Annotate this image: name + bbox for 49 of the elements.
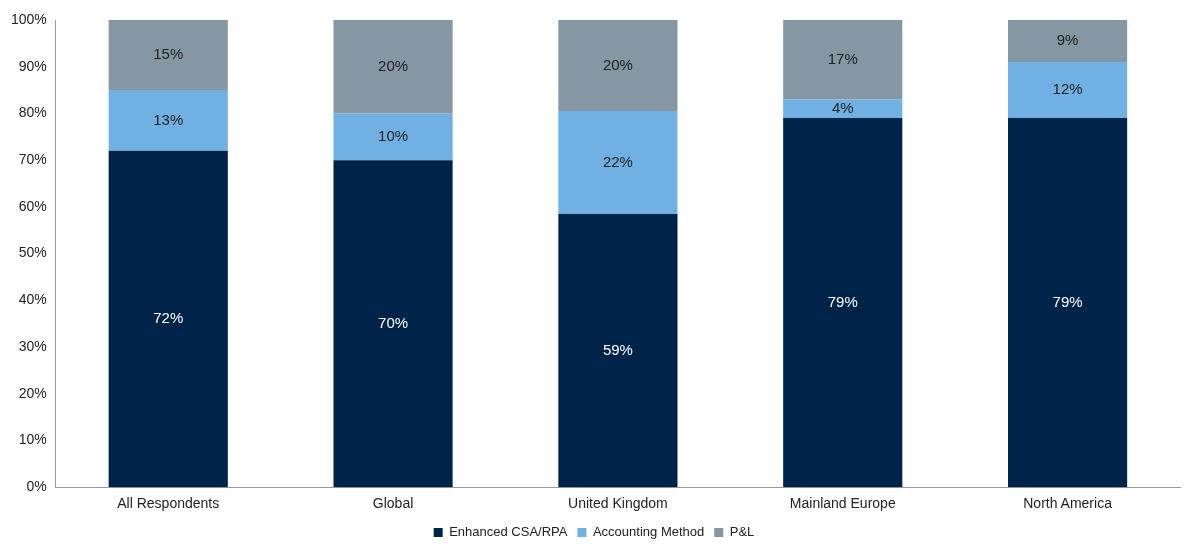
- data-label: 17%: [827, 49, 858, 67]
- data-label: 20%: [602, 55, 633, 73]
- bar: [108, 20, 228, 91]
- data-label: 9%: [1056, 31, 1079, 49]
- bar: [1008, 62, 1128, 119]
- y-tick-label: 90%: [18, 57, 47, 74]
- bar: [108, 150, 228, 488]
- bar: [783, 118, 903, 488]
- data-label: 13%: [153, 110, 184, 128]
- legend-label: Accounting Method: [592, 524, 705, 540]
- bar: [783, 99, 903, 119]
- data-label: 4%: [831, 98, 854, 116]
- data-label: 22%: [602, 152, 633, 170]
- y-tick-label: 50%: [18, 244, 47, 261]
- y-tick-label: 10%: [18, 431, 47, 448]
- bar: [783, 20, 903, 100]
- y-tick-label: 60%: [18, 197, 47, 214]
- bar: [333, 160, 453, 488]
- data-label: 79%: [1052, 292, 1083, 310]
- bar: [1008, 20, 1128, 63]
- bar: [558, 111, 678, 214]
- data-label: 59%: [602, 340, 633, 358]
- y-tick-label: 70%: [18, 151, 47, 168]
- bar: [558, 20, 678, 112]
- y-tick-label: 100%: [10, 10, 47, 27]
- data-label: 10%: [378, 126, 409, 144]
- data-label: 15%: [153, 45, 184, 63]
- legend-label: Enhanced CSA/RPA: [449, 524, 568, 540]
- data-label: 12%: [1052, 80, 1083, 98]
- bar: [108, 90, 228, 151]
- x-tick-label: North America: [1023, 495, 1113, 512]
- x-tick-label: United Kingdom: [568, 495, 668, 512]
- y-tick-label: 30%: [18, 337, 47, 354]
- bar: [333, 113, 453, 161]
- x-tick-label: Global: [372, 495, 414, 512]
- data-label: 20%: [378, 56, 409, 74]
- data-label: 70%: [378, 313, 409, 331]
- data-label: 72%: [153, 309, 184, 327]
- bar: [1008, 118, 1128, 488]
- y-tick-label: 0%: [26, 478, 47, 495]
- y-tick-label: 40%: [18, 291, 47, 308]
- x-tick-label: Mainland Europe: [789, 495, 896, 512]
- legend-label: P&L: [729, 524, 755, 540]
- y-tick-label: 80%: [18, 104, 47, 121]
- y-tick-label: 20%: [18, 384, 47, 401]
- data-label: 79%: [827, 292, 858, 310]
- bar: [333, 20, 453, 114]
- x-tick-label: All Respondents: [117, 495, 220, 512]
- bar: [558, 213, 678, 488]
